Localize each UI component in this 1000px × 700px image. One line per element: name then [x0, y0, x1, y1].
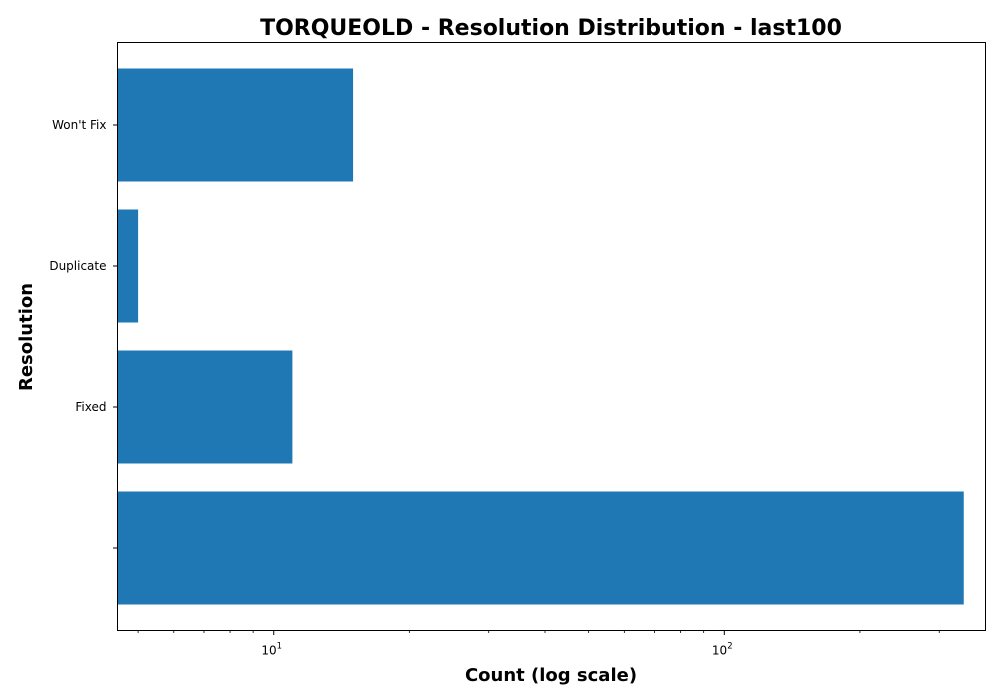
bar: [117, 350, 293, 464]
y-tick-label: Won't Fix: [52, 118, 106, 132]
chart-title: TORQUEOLD - Resolution Distribution - la…: [260, 16, 842, 41]
x-axis-label: Count (log scale): [465, 665, 637, 686]
y-axis-ticks: Fixed Duplicate Won't Fix: [49, 118, 118, 549]
x-axis-ticks: 101 102: [137, 630, 940, 658]
bars-group: [117, 68, 964, 605]
y-tick-label: Fixed: [75, 400, 106, 414]
plot-frame: [117, 42, 986, 631]
bar: [117, 491, 964, 605]
x-tick-label: 102: [712, 642, 733, 658]
y-tick-label: Duplicate: [49, 259, 106, 273]
bar: [117, 68, 354, 182]
y-axis-label: Resolution: [16, 283, 37, 391]
x-tick-label: 101: [261, 642, 282, 658]
bar: [117, 209, 139, 323]
